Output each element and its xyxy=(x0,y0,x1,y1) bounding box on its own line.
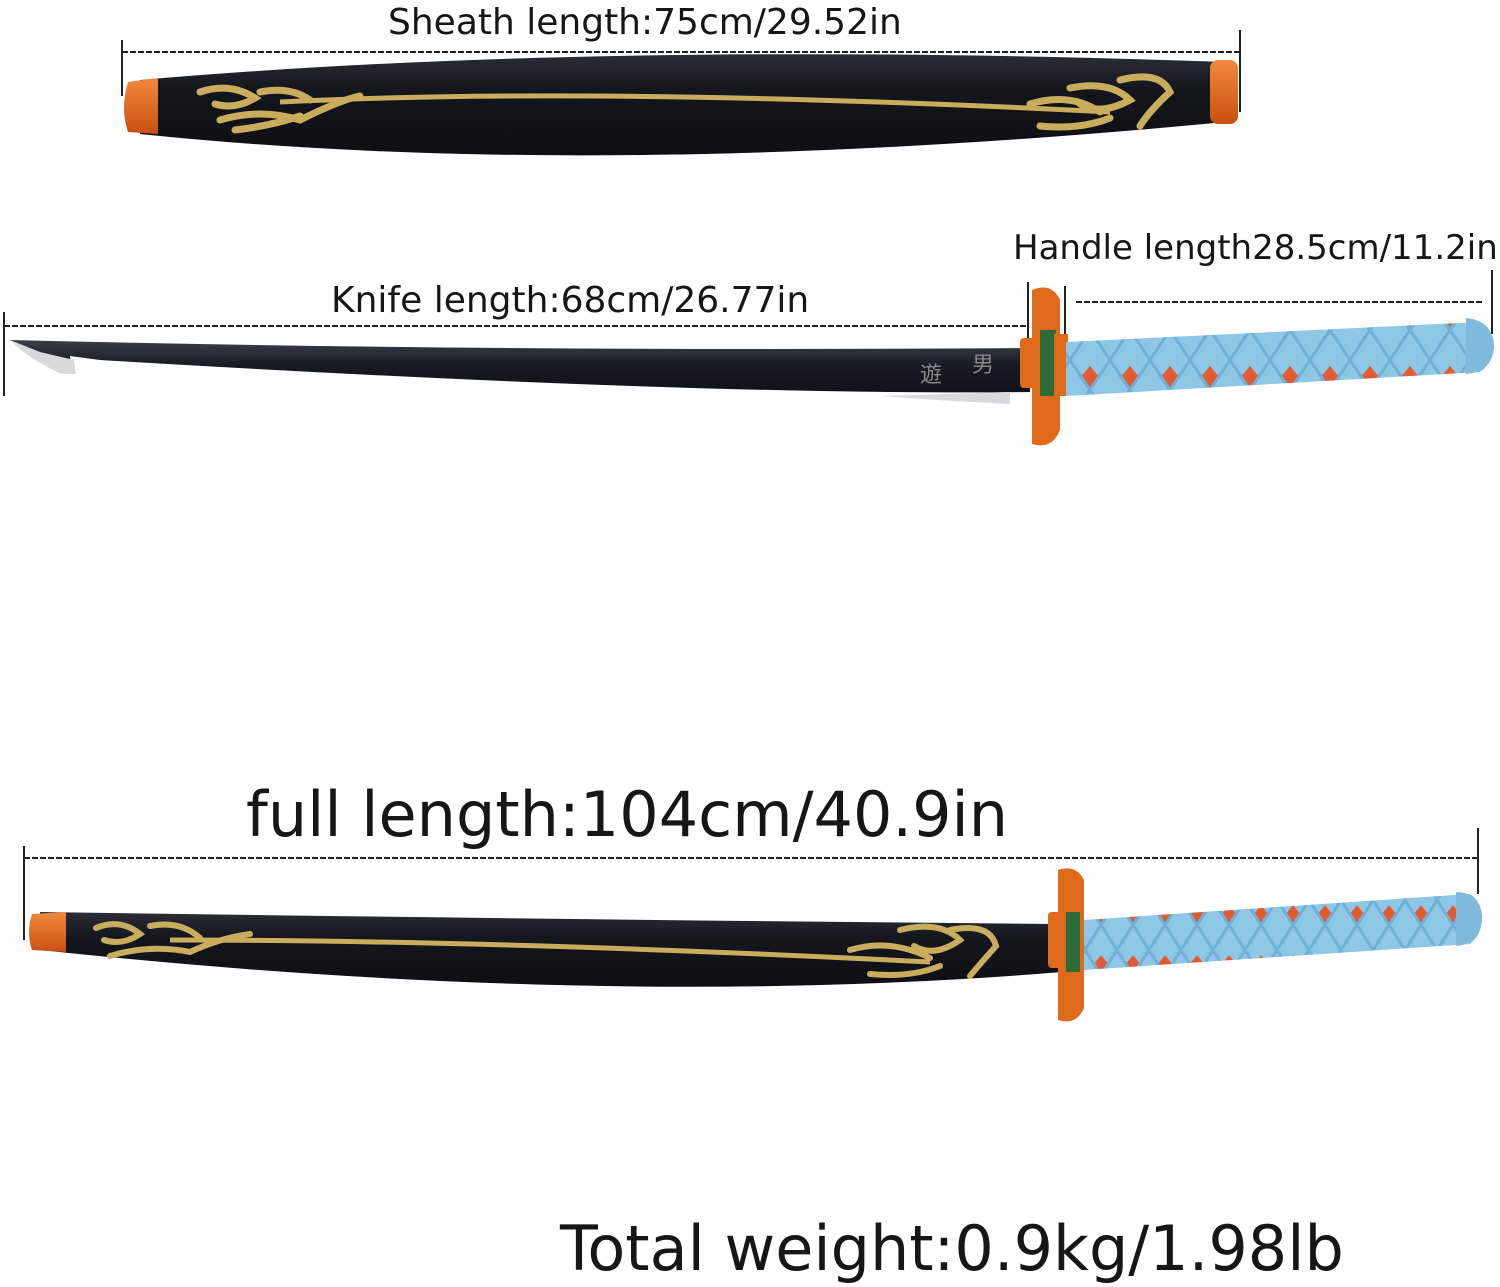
handle-image xyxy=(1066,318,1494,396)
handle-length-label: Handle length28.5cm/11.2in xyxy=(1013,228,1498,268)
assembled-sword-image xyxy=(29,868,1482,1022)
sheath-image xyxy=(124,54,1238,156)
sheath-dimension-line xyxy=(121,30,1241,112)
blade-image: 遊 男 xyxy=(10,340,1030,404)
handle-dimension-line xyxy=(1064,270,1493,340)
guard-image xyxy=(1020,287,1068,446)
sheath-length-label: Sheath length:75cm/29.52in xyxy=(388,2,902,43)
svg-text:男: 男 xyxy=(972,353,994,378)
knife-dimension-line xyxy=(3,282,1029,396)
full-length-label: full length:104cm/40.9in xyxy=(246,778,1009,851)
knife-length-label: Knife length:68cm/26.77in xyxy=(331,280,810,321)
total-weight-label: Total weight:0.9kg/1.98lb xyxy=(560,1212,1344,1285)
svg-text:遊: 遊 xyxy=(920,363,942,388)
full-length-dimension-line xyxy=(23,828,1479,940)
